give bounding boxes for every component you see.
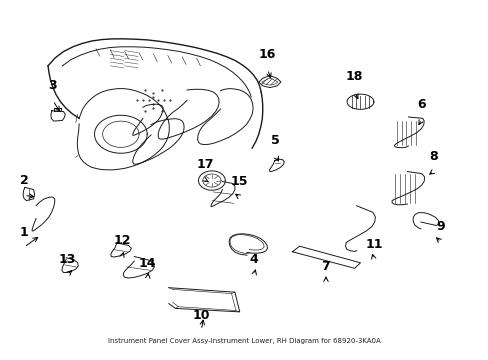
Text: 12: 12	[113, 234, 131, 247]
Text: 16: 16	[258, 48, 276, 60]
Text: 15: 15	[230, 175, 248, 189]
Text: 2: 2	[20, 174, 28, 187]
Text: 18: 18	[346, 70, 363, 83]
Text: 11: 11	[365, 238, 382, 251]
Text: 13: 13	[59, 253, 76, 266]
Text: 6: 6	[417, 98, 425, 111]
Text: 17: 17	[196, 158, 214, 171]
Text: 8: 8	[428, 149, 437, 163]
Text: 7: 7	[321, 260, 330, 273]
Text: 3: 3	[48, 79, 57, 92]
Text: Instrument Panel Cover Assy-Instrument Lower, RH Diagram for 68920-3KA0A: Instrument Panel Cover Assy-Instrument L…	[108, 338, 380, 344]
Text: 4: 4	[249, 253, 258, 266]
Text: 14: 14	[139, 257, 156, 270]
Text: 1: 1	[20, 226, 28, 239]
Text: 5: 5	[271, 134, 280, 147]
Text: 9: 9	[436, 220, 445, 233]
Text: 10: 10	[192, 309, 210, 321]
